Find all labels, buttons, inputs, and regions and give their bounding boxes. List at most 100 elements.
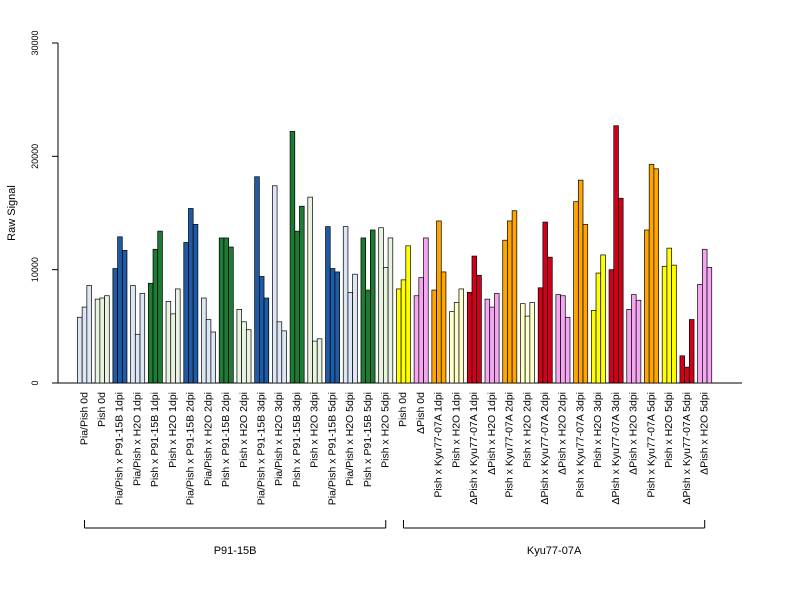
y-axis-label: Raw Signal — [6, 185, 18, 241]
bar — [661, 265, 668, 384]
bar — [618, 197, 624, 384]
bar — [405, 245, 411, 384]
group-brackets: P91-15B Kyu77-07A — [84, 520, 706, 557]
bar — [259, 276, 265, 384]
bar — [157, 230, 163, 384]
bar — [537, 287, 544, 384]
bar — [210, 331, 216, 384]
x-tick-label: Pia/Pish x P91-15B 5dpi — [326, 392, 338, 505]
x-tick-label: Pish x Kyu77-07A 5dpi — [645, 392, 657, 498]
bar — [254, 176, 260, 384]
bar — [600, 254, 606, 384]
bar — [117, 236, 123, 384]
bar — [396, 288, 402, 384]
bar — [236, 308, 242, 384]
bar — [524, 315, 531, 384]
x-tick-label: Pia/Pish x P91-15B 1dpi — [114, 392, 126, 505]
bar — [666, 247, 672, 384]
bar — [613, 125, 619, 384]
bar — [218, 237, 225, 384]
x-tick-label: Pia/Pish 0d — [78, 392, 90, 445]
bar — [520, 303, 526, 384]
bar — [494, 293, 500, 384]
bar — [484, 298, 491, 384]
bar — [542, 221, 548, 384]
bar — [577, 179, 584, 384]
bar — [436, 220, 442, 384]
bar — [631, 294, 637, 384]
bar — [706, 267, 713, 384]
bar — [476, 274, 482, 384]
bar — [564, 316, 571, 384]
bar — [684, 366, 690, 384]
x-tick-label: Pish x Kyu77-07A 1dpi — [433, 392, 445, 498]
bar — [276, 321, 283, 384]
bar — [223, 237, 229, 384]
bar — [170, 313, 176, 384]
bar — [86, 285, 92, 384]
bar — [325, 226, 331, 384]
x-tick-label: Pish x P91-15B 5dpi — [362, 392, 374, 487]
bar — [431, 289, 437, 384]
bar — [175, 288, 181, 384]
bar — [387, 237, 394, 384]
bar — [595, 272, 602, 384]
x-tick-label: Pia/Pish x H2O 1dpi — [131, 392, 143, 486]
bar — [365, 289, 371, 384]
x-tick-label: ΔPish x H2O 2dpi — [557, 392, 569, 475]
y-tick-label: 20000 — [30, 144, 40, 169]
bar — [99, 297, 105, 384]
y-ticks: 0 10000 20000 30000 — [30, 30, 58, 386]
x-tick-label: Pia/Pish x P91-15B 2dpi — [185, 392, 197, 505]
x-tick-label: Pia/Pish x H2O 3dpi — [273, 392, 285, 486]
x-tick-label: Pish x H2O 5dpi — [380, 392, 392, 468]
bar — [241, 321, 247, 384]
bar — [147, 282, 154, 384]
bar — [347, 291, 354, 384]
bar — [378, 227, 384, 384]
x-tick-label: Pia/Pish x H2O 2dpi — [202, 392, 214, 486]
bar — [281, 330, 287, 384]
bar — [188, 208, 194, 384]
bar — [653, 168, 659, 384]
bar — [245, 329, 252, 384]
bars — [77, 125, 713, 384]
bar — [139, 293, 146, 384]
x-tick-label: Pish x P91-15B 3dpi — [291, 392, 303, 487]
bar — [471, 255, 478, 384]
x-tick-label: ΔPish x Kyu77-07A 2dpi — [539, 392, 551, 505]
bar — [635, 299, 642, 384]
bar — [192, 223, 199, 384]
y-tick-label: 10000 — [30, 257, 40, 282]
bar — [165, 301, 172, 384]
x-tick-label: Pish x Kyu77-07A 3dpi — [574, 392, 586, 498]
bar — [449, 311, 455, 384]
x-tick-label: ΔPish 0d — [415, 392, 427, 434]
bar — [507, 220, 513, 384]
x-tick-label: Pish x H2O 1dpi — [450, 392, 462, 468]
bar — [582, 223, 589, 384]
group-label: P91-15B — [214, 545, 257, 557]
bar — [130, 285, 136, 384]
bar — [352, 273, 358, 384]
x-tick-label: ΔPish x Kyu77-07A 5dpi — [681, 392, 693, 505]
bar — [294, 230, 300, 384]
x-tick-label: Pish x H2O 2dpi — [238, 392, 250, 468]
bar — [440, 271, 447, 384]
x-tick-label: Pish 0d — [397, 392, 409, 427]
bar — [560, 295, 566, 384]
bar — [134, 333, 141, 384]
x-tick-label: Pish 0d — [96, 392, 108, 427]
bar — [370, 229, 376, 384]
bar — [688, 319, 695, 384]
bar — [201, 297, 207, 384]
bar — [590, 310, 597, 384]
bar — [316, 338, 323, 384]
x-tick-label: Pish x H2O 2dpi — [521, 392, 533, 468]
bar — [334, 271, 340, 384]
bar — [413, 295, 420, 384]
x-tick-label: Pish x Kyu77-07A 2dpi — [504, 392, 516, 498]
bar — [383, 267, 389, 384]
